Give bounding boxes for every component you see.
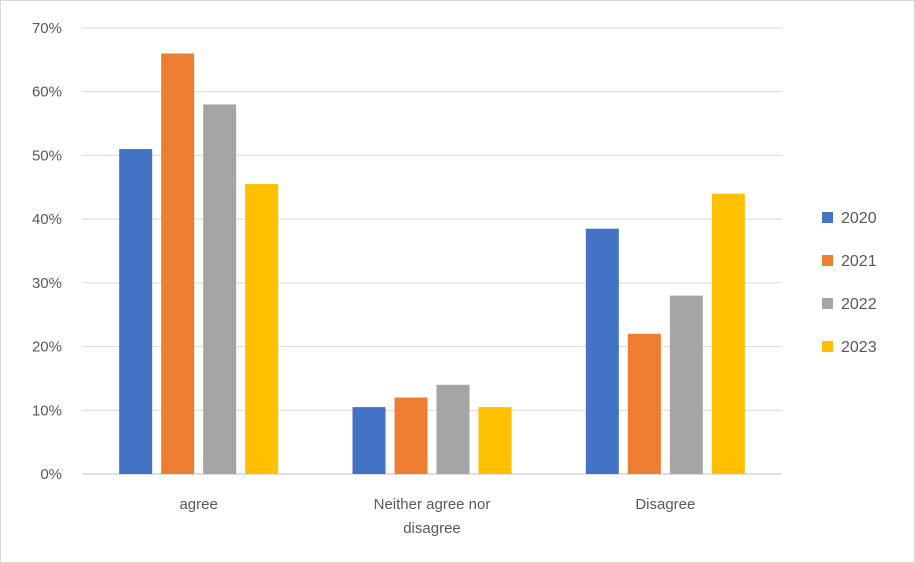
x-category-label: Neither agree nor bbox=[374, 496, 491, 513]
bar-2021-1 bbox=[394, 397, 428, 474]
y-tick-label: 0% bbox=[40, 466, 62, 483]
y-tick-label: 70% bbox=[32, 20, 62, 37]
bars bbox=[119, 53, 745, 475]
bar-2021-0 bbox=[161, 53, 195, 474]
y-tick-label: 60% bbox=[32, 84, 62, 101]
legend-swatch bbox=[822, 255, 833, 266]
legend: 2020 2021 2022 2023 bbox=[822, 210, 877, 356]
bar-2023-1 bbox=[478, 407, 512, 474]
bar-2020-2 bbox=[585, 228, 619, 474]
y-tick-label: 10% bbox=[32, 402, 62, 419]
y-tick-label: 20% bbox=[32, 339, 62, 356]
legend-swatch bbox=[822, 341, 833, 352]
legend-swatch bbox=[822, 298, 833, 309]
legend-swatch bbox=[822, 212, 833, 223]
legend-label: 2021 bbox=[841, 253, 877, 270]
bar-2023-2 bbox=[711, 193, 745, 474]
bar-2020-0 bbox=[119, 149, 153, 475]
y-axis-ticks: 0% 10% 20% 30% 40% 50% 60% 70% bbox=[32, 20, 62, 483]
bar-2022-0 bbox=[203, 104, 237, 474]
bar-2022-2 bbox=[669, 295, 703, 474]
y-tick-label: 40% bbox=[32, 211, 62, 228]
legend-label: 2022 bbox=[841, 296, 877, 313]
legend-label: 2023 bbox=[841, 339, 877, 356]
x-category-label: disagree bbox=[403, 520, 461, 537]
x-category-label: Disagree bbox=[635, 496, 695, 513]
bar-2022-1 bbox=[436, 384, 470, 474]
x-axis-categories: agree Neither agree nor disagree Disagree bbox=[179, 496, 695, 537]
x-category-label: agree bbox=[179, 496, 217, 513]
legend-label: 2020 bbox=[841, 210, 877, 227]
bar-2021-2 bbox=[627, 333, 661, 474]
bar-2020-1 bbox=[352, 407, 386, 474]
y-tick-label: 30% bbox=[32, 275, 62, 292]
bar-2023-0 bbox=[245, 184, 279, 474]
gridlines bbox=[82, 27, 782, 475]
y-tick-label: 50% bbox=[32, 147, 62, 164]
